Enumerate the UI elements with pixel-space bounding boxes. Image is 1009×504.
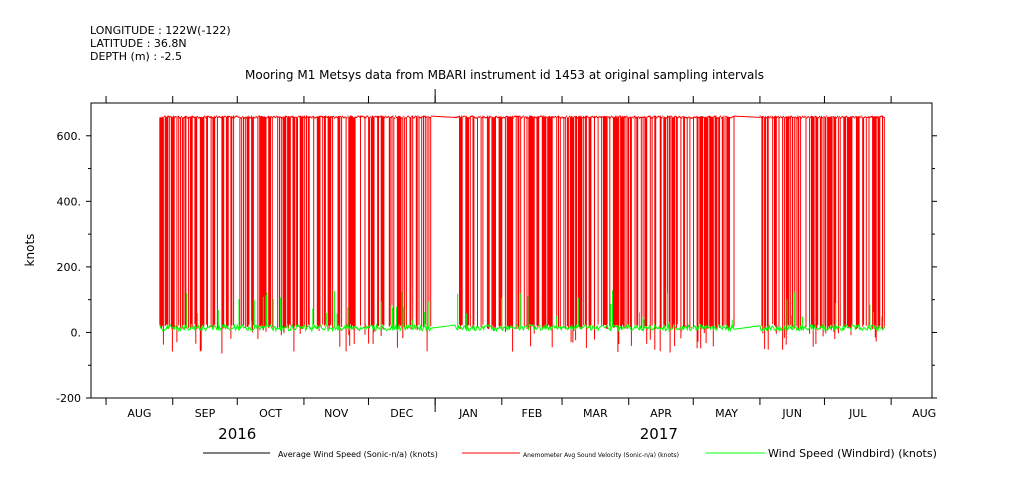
x-month-label: MAY bbox=[715, 407, 738, 420]
x-month-label: AUG bbox=[127, 407, 151, 420]
longitude-label: LONGITUDE : 122W(-122) bbox=[90, 24, 231, 37]
x-month-label: APR bbox=[650, 407, 672, 420]
x-month-label: AUG bbox=[912, 407, 936, 420]
series-windbird-wind-speed bbox=[159, 290, 885, 333]
axes: -200 0. 200. 400. 600. AUG SEP OCT NOV DEC JAN FEB M… bbox=[56, 89, 937, 443]
x-month-label: JUL bbox=[848, 407, 867, 420]
y-tick-label: 400. bbox=[57, 195, 82, 208]
plot-area bbox=[159, 115, 885, 354]
latitude-label: LATITUDE : 36.8N bbox=[90, 37, 187, 50]
x-month-label: DEC bbox=[390, 407, 413, 420]
x-month-label: JAN bbox=[458, 407, 478, 420]
y-tick-label: -200 bbox=[56, 392, 81, 405]
y-tick-label: 200. bbox=[57, 261, 82, 274]
x-year-label: 2017 bbox=[640, 425, 678, 443]
mooring-metadata: LONGITUDE : 122W(-122) LATITUDE : 36.8N … bbox=[90, 24, 231, 63]
plot-frame bbox=[90, 102, 933, 399]
x-month-label: NOV bbox=[324, 407, 349, 420]
x-month-label: MAR bbox=[583, 407, 608, 420]
series-anemometer-sound-velocity bbox=[159, 115, 885, 354]
depth-label: DEPTH (m) : -2.5 bbox=[90, 50, 183, 63]
y-axis-label: knots bbox=[23, 234, 37, 267]
legend-label: Average Wind Speed (Sonic-n/a) (knots) bbox=[278, 450, 438, 459]
y-tick-label: 600. bbox=[57, 130, 82, 143]
y-tick-label: 0. bbox=[71, 326, 82, 339]
legend-label: Wind Speed (Windbird) (knots) bbox=[768, 447, 937, 460]
legend: Average Wind Speed (Sonic-n/a) (knots) An… bbox=[203, 447, 937, 460]
x-month-label: JUN bbox=[781, 407, 802, 420]
x-year-label: 2016 bbox=[218, 425, 256, 443]
x-month-label: OCT bbox=[259, 407, 282, 420]
x-month-label: SEP bbox=[195, 407, 216, 420]
chart-title: Mooring M1 Metsys data from MBARI instru… bbox=[245, 68, 764, 82]
x-month-label: FEB bbox=[522, 407, 543, 420]
series-anemometer-gap-trace bbox=[430, 115, 760, 118]
legend-label: Anemometer Avg Sound Velocity (Sonic-n/a… bbox=[523, 452, 679, 459]
